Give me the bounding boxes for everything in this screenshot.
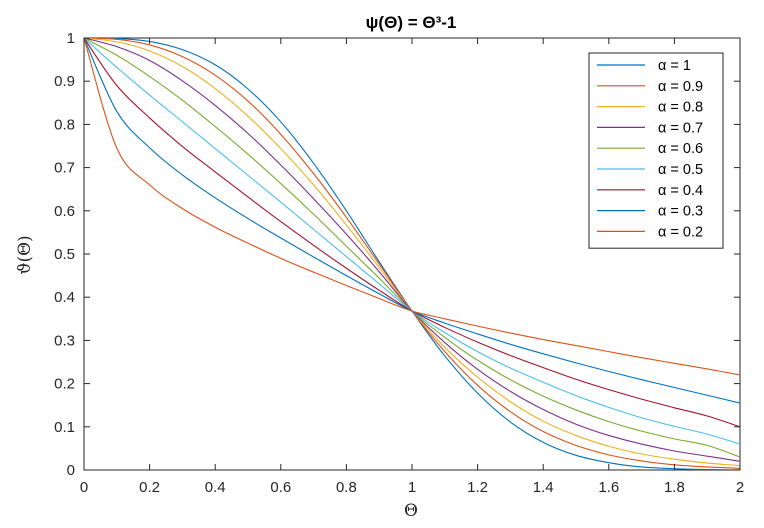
y-tick-label: 1 <box>67 30 75 47</box>
legend-entry: α = 0.4 <box>658 183 703 199</box>
chart-title: ψ(Θ) = Θ³-1 <box>366 13 457 32</box>
x-tick-label: 0.2 <box>139 479 160 496</box>
y-tick-label: 0.2 <box>54 376 75 393</box>
y-tick-label: 0.5 <box>54 246 75 263</box>
x-tick-label: 0 <box>80 479 88 496</box>
legend-entry: α = 0.2 <box>658 224 703 240</box>
x-tick-label: 1 <box>408 479 416 496</box>
legend-entry: α = 1 <box>658 58 691 74</box>
x-tick-label: 1.2 <box>467 479 488 496</box>
x-tick-label: 1.6 <box>598 479 619 496</box>
legend-entry: α = 0.8 <box>658 100 703 116</box>
legend-entry: α = 0.5 <box>658 162 703 178</box>
y-tick-label: 0 <box>67 462 75 479</box>
x-tick-label: 0.6 <box>270 479 291 496</box>
x-axis-label: Θ <box>404 501 418 521</box>
x-tick-label: 1.4 <box>533 479 554 496</box>
y-tick-label: 0.7 <box>54 160 75 177</box>
y-tick-label: 0.6 <box>54 203 75 220</box>
x-tick-label: 0.4 <box>205 479 226 496</box>
legend-entry: α = 0.6 <box>658 141 703 157</box>
legend-entry: α = 0.9 <box>658 79 703 95</box>
y-axis-label: ϑ(Θ) <box>15 235 35 274</box>
series-line-8 <box>84 38 740 376</box>
y-tick-label: 0.3 <box>54 332 75 349</box>
y-tick-label: 0.4 <box>54 289 75 306</box>
y-tick-label: 0.8 <box>54 116 75 133</box>
legend-entry: α = 0.3 <box>658 204 703 220</box>
legend-entry: α = 0.7 <box>658 120 703 136</box>
x-tick-label: 2 <box>736 479 744 496</box>
legend: α = 1 α = 0.9 α = 0.8 α = 0.7 α = 0.6 α = 0.5… <box>588 52 724 249</box>
y-tick-label: 0.9 <box>54 73 75 90</box>
x-tick-label: 1.8 <box>664 479 685 496</box>
y-tick-label: 0.1 <box>54 419 75 436</box>
x-tick-label: 0.8 <box>336 479 357 496</box>
